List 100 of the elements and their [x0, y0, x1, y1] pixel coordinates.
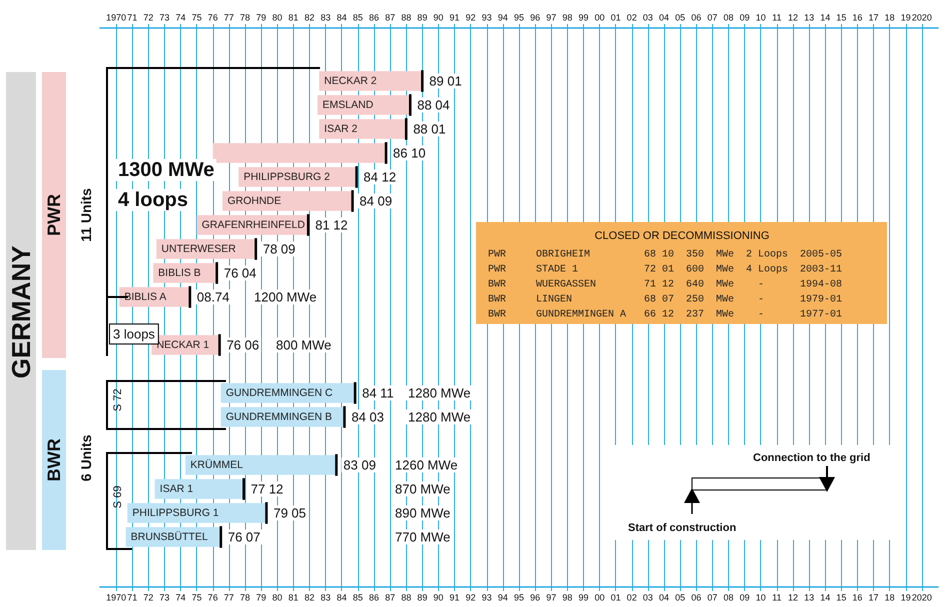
x2-tick-label: 12 [788, 12, 798, 22]
x2-tick-label: 72 [143, 12, 154, 22]
x-tick-label: 74 [176, 592, 186, 602]
x-tick-label: 76 [208, 592, 218, 602]
annotation: 84 09 [360, 194, 392, 208]
y-tick-label: PHILIPPSBURG 1 [132, 507, 219, 519]
x-tick-label: 18 [884, 592, 895, 602]
x2-tick-label: 06 [691, 12, 702, 22]
x-tick-label: 14 [820, 592, 830, 602]
x2-tick-label: 08 [723, 12, 734, 22]
annotation: 890 MWe [395, 506, 450, 520]
x-tick-label: 02 [626, 592, 637, 602]
x2-tick-label: 03 [642, 12, 653, 22]
x2-tick-label: 17 [868, 12, 879, 22]
x-tick-label: 81 [288, 592, 298, 602]
x-tick-label: 84 [336, 592, 347, 602]
x-tick-label: 96 [530, 592, 540, 602]
annotation: 89 01 [429, 74, 462, 88]
annotation: 76 07 [228, 530, 260, 544]
annotation: BWR LINGEN 68 07 250 MWe - 1979-01 [488, 294, 842, 306]
annotation: 1300 MWe [118, 159, 214, 181]
x2-tick-label: 00 [594, 12, 605, 22]
x-tick-label: 97 [546, 592, 556, 602]
x2-tick-label: 95 [514, 12, 524, 22]
x2-tick-label: 80 [272, 12, 282, 22]
x-tick-label: 99 [578, 592, 588, 602]
y-tick-label: UNTERWESER [161, 243, 236, 255]
y-tick-label: BIBLIS A [124, 291, 166, 303]
x2-tick-label: 87 [385, 12, 396, 22]
x-tick-label: 72 [143, 592, 154, 602]
text: GERMANY [6, 246, 36, 378]
x-tick-label: 07 [707, 592, 718, 602]
x-tick-label: 95 [514, 592, 524, 602]
x2-tick-label: 1970 [106, 12, 126, 22]
y-tick-label: GROHNDE [227, 195, 282, 207]
x-tick-label: 11 [772, 592, 782, 602]
x-tick-label: 78 [240, 592, 250, 602]
x-tick-label: 01 [610, 592, 621, 602]
x2-tick-label: 05 [675, 12, 686, 22]
x-tick-label: 91 [450, 592, 460, 602]
y-tick-label: EMSLAND [322, 99, 374, 111]
y-tick-label: KRÜMMEL [190, 459, 244, 471]
annotation: BWR WUERGASSEN 71 12 640 MWe - 1994-08 [488, 280, 842, 291]
x2-tick-label: 77 [224, 12, 234, 22]
annotation: PWR OBRIGHEIM 68 10 350 MWe 2 Loops 2005-05 [488, 250, 842, 261]
x2-tick-label: 14 [820, 12, 830, 22]
x2-tick-label: 81 [288, 12, 298, 22]
x-tick-label: 80 [272, 592, 282, 602]
y-tick-label: ISAR 2 [324, 123, 358, 135]
y-tick-label: ISAR 1 [160, 483, 194, 495]
x2-tick-label: 18 [884, 12, 895, 22]
x-tick-label: 08 [723, 592, 734, 602]
x2-tick-label: 93 [482, 12, 492, 22]
x2-tick-label: 92 [466, 12, 476, 22]
x-tick-label: 83 [320, 592, 331, 602]
x2-tick-label: 01 [610, 12, 621, 22]
x2-tick-label: 09 [740, 12, 750, 22]
x2-tick-label: 07 [707, 12, 718, 22]
x-tick-label: 89 [417, 592, 428, 602]
x2-tick-label: 75 [192, 12, 202, 22]
x-tick-label: 03 [642, 592, 653, 602]
x2-tick-label: 83 [320, 12, 331, 22]
x2-tick-label: 02 [626, 12, 637, 22]
x2-tick-label: 73 [159, 12, 170, 22]
x2-tick-label: 15 [836, 12, 846, 22]
x2-tick-label: 97 [546, 12, 556, 22]
x-tick-label: 06 [691, 592, 702, 602]
x2-tick-label: 88 [401, 12, 412, 22]
annotation: CLOSED OR DECOMMISSIONING [594, 230, 770, 242]
x2-tick-label: 96 [530, 12, 540, 22]
x2-tick-label: 2020 [912, 12, 932, 22]
annotation: PWR STADE 1 72 01 600 MWe 4 Loops 2003-11 [488, 264, 842, 276]
x-tick-label: 16 [852, 592, 862, 602]
x-tick-label: 93 [482, 592, 492, 602]
annotation: 84 03 [351, 410, 384, 424]
y-tick-label: NECKAR 1 [156, 339, 210, 351]
x-tick-label: 82 [304, 592, 315, 602]
x2-tick-label: 19 [900, 12, 911, 22]
x-tick-label: 92 [466, 592, 476, 602]
x-tick-label: 71 [127, 592, 138, 602]
x-tick-label: 85 [352, 592, 363, 602]
x2-tick-label: 94 [498, 12, 508, 22]
x-tick-label: 94 [498, 592, 508, 602]
x2-tick-label: 90 [433, 12, 444, 22]
annotation: 800 MWe [276, 338, 332, 352]
annotation: S 69 [112, 486, 124, 508]
annotation: 870 MWe [395, 482, 450, 496]
x2-tick-label: 99 [578, 12, 588, 22]
annotation: 83 09 [343, 458, 376, 472]
annotation: 76 04 [224, 266, 256, 280]
x2-tick-label: 82 [304, 12, 315, 22]
x2-tick-label: 85 [352, 12, 363, 22]
annotation: 08.74 [196, 290, 230, 304]
x-tick-label: 90 [433, 592, 444, 602]
annotation: 3 loops [113, 326, 156, 342]
annotation: S 72 [112, 388, 124, 412]
annotation: 1200 MWe [254, 290, 317, 304]
x2-tick-label: 79 [256, 12, 266, 22]
annotation: 86 10 [393, 146, 426, 160]
x-tick-label: 05 [675, 592, 686, 602]
